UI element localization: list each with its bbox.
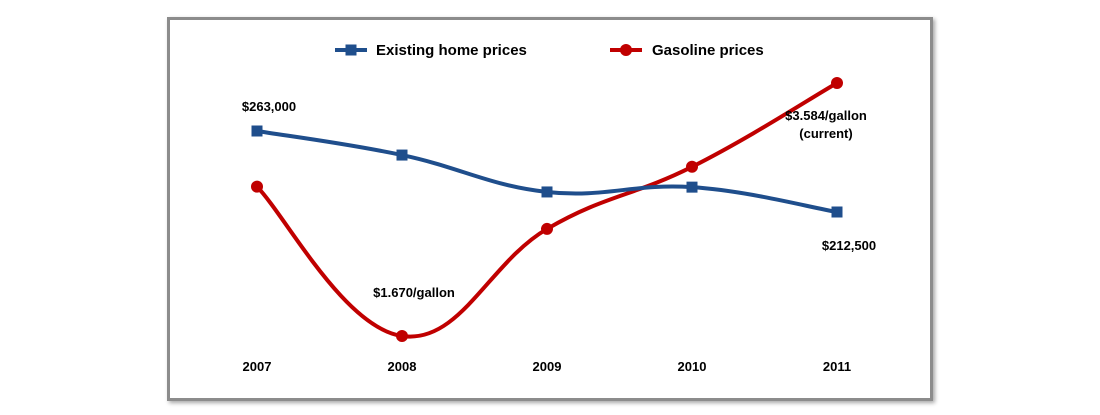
x-tick-label-2010: 2010 [678, 359, 707, 374]
annotation-home-2011: $212,500 [822, 238, 876, 253]
annotation-gas-2008: $1.670/gallon [373, 285, 455, 300]
x-tick-label-2008: 2008 [388, 359, 417, 374]
chart-frame: Existing home prices Gasoline prices 2007… [167, 17, 933, 401]
data-annotations: $263,000 $212,500 $1.670/gallon $3.584/gall… [242, 99, 876, 300]
gasoline-price-point-2010 [686, 160, 698, 173]
annotation-home-2007: $263,000 [242, 99, 296, 114]
home-price-point-2010 [686, 181, 698, 193]
gasoline-price-point-2007 [251, 180, 263, 193]
series-line-home-prices [255, 129, 839, 214]
annotation-gas-2011-note: (current) [799, 126, 852, 141]
home-price-point-2011 [831, 206, 843, 218]
x-tick-label-2009: 2009 [533, 359, 562, 374]
series-lines [255, 81, 839, 339]
gasoline-price-point-2008 [396, 330, 408, 342]
home-price-point-2009 [541, 186, 553, 198]
series-markers [251, 77, 843, 342]
legend: Existing home prices Gasoline prices [335, 42, 764, 59]
line-chart: Existing home prices Gasoline prices 2007… [242, 42, 876, 374]
annotation-gas-2011: $3.584/gallon [785, 108, 867, 123]
legend-gasoline-prices-label: Gasoline prices [652, 42, 764, 59]
x-tick-label-2011: 2011 [823, 359, 851, 374]
x-tick-label-2007: 2007 [243, 359, 272, 374]
home-price-point-2007 [251, 125, 263, 137]
x-axis-tick-labels: 2007 2008 2009 2010 2011 [243, 359, 852, 374]
home-price-point-2008 [396, 149, 408, 161]
gasoline-price-point-2009 [541, 222, 553, 235]
legend-home-prices-label: Existing home prices [376, 42, 527, 59]
legend-gasoline-prices-marker [620, 44, 632, 56]
gasoline-price-point-2011 [831, 77, 843, 89]
legend-home-prices-marker [345, 44, 357, 56]
series-line-gasoline-prices [255, 81, 839, 339]
